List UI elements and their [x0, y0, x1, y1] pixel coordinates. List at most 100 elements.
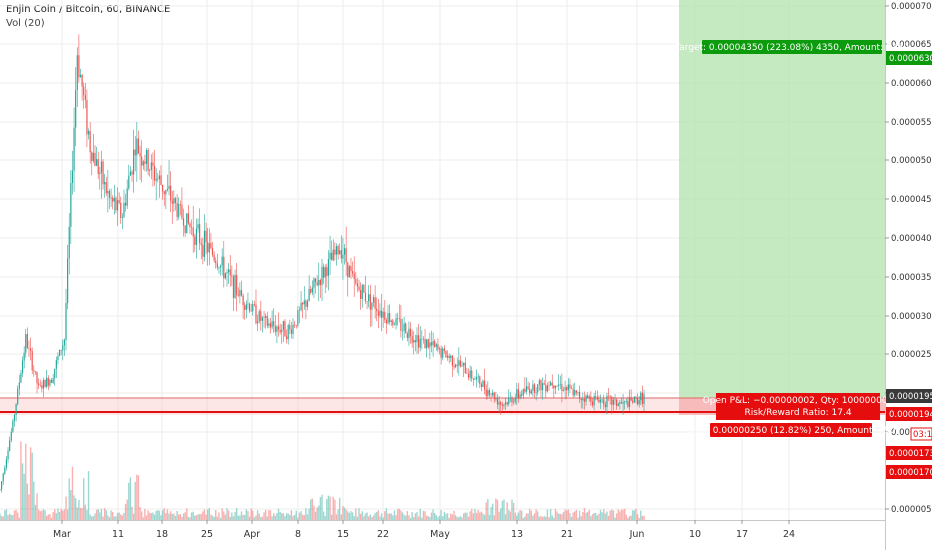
volume-bar	[506, 502, 508, 520]
candle-body	[89, 131, 91, 153]
volume-bar	[120, 514, 122, 520]
volume-bar	[271, 516, 273, 520]
volume-bar	[566, 510, 568, 520]
volume-bar	[244, 514, 246, 520]
volume-bar	[559, 513, 561, 520]
volume-bar	[450, 513, 452, 520]
candle-body	[279, 329, 281, 333]
volume-bar	[129, 477, 132, 520]
candle-body	[124, 202, 127, 206]
volume-bar	[322, 511, 325, 520]
candle-body	[310, 288, 312, 293]
volume-bar	[279, 511, 281, 520]
volume-bar	[189, 517, 191, 520]
candle-body	[97, 159, 99, 174]
volume-bar	[496, 499, 499, 520]
volume-bar	[603, 509, 605, 520]
candle-body	[643, 393, 645, 404]
candle-body	[632, 400, 634, 403]
candle-body	[126, 188, 128, 206]
volume-bar	[239, 515, 241, 520]
candle-body	[265, 316, 267, 318]
volume-bar	[298, 512, 301, 520]
volume-bar	[79, 507, 82, 520]
candle-body	[269, 323, 272, 328]
candle-body	[435, 344, 437, 347]
candle-body	[319, 279, 321, 286]
volume-bar	[376, 511, 378, 520]
volume-bar	[303, 515, 305, 520]
candle-body	[189, 223, 191, 228]
volume-bar	[321, 494, 323, 520]
volume-bar	[118, 512, 120, 520]
volume-bar	[582, 511, 584, 520]
candle-body	[574, 390, 576, 396]
candle-body	[182, 218, 185, 226]
volume-bar	[633, 510, 636, 520]
volume-bar	[206, 509, 209, 520]
candle-body	[397, 318, 399, 320]
candle-body	[266, 316, 268, 326]
candle-body	[170, 185, 172, 201]
volume-bar	[203, 509, 206, 520]
candle-body	[29, 348, 32, 352]
volume-bar	[453, 510, 455, 520]
candle-body	[1, 481, 3, 490]
candle-body	[28, 348, 30, 349]
volume-bar	[78, 499, 80, 520]
volume-bar	[437, 517, 439, 520]
candle-body	[137, 138, 140, 154]
candles	[0, 34, 645, 493]
volume-bar	[227, 510, 230, 520]
candle-body	[318, 279, 320, 286]
volume-bar	[45, 515, 48, 520]
volume-bar	[580, 516, 582, 520]
candle-body	[519, 394, 521, 398]
volume-bar	[493, 515, 495, 520]
volume-bar	[313, 505, 315, 520]
volume-bar	[2, 516, 4, 520]
stop-price-tag-bg	[886, 465, 932, 479]
candle-body	[512, 401, 515, 403]
volume-bar	[105, 510, 107, 520]
volume-bar	[145, 515, 148, 520]
volume-bar	[108, 517, 111, 520]
candle-body	[611, 396, 613, 405]
candle-body	[427, 339, 429, 348]
volume-bar	[500, 508, 502, 520]
volume-bar	[107, 515, 109, 520]
volume-bar	[519, 510, 521, 520]
volume-bar	[619, 511, 621, 520]
symbol-legend[interactable]: Enjin Coin / Bitcoin, 60, BINANCE	[6, 4, 171, 15]
volume-bar	[369, 514, 371, 520]
volume-bar	[252, 510, 254, 520]
candle-body	[614, 399, 616, 401]
candle-body	[65, 302, 67, 340]
candle-body	[413, 340, 415, 343]
volume-legend[interactable]: Vol (20)	[6, 18, 45, 29]
volume-bar	[591, 514, 594, 520]
pnl-box	[716, 393, 880, 420]
candle-body	[442, 348, 444, 358]
volume-bar	[512, 502, 515, 520]
candle-body	[171, 200, 173, 204]
volume-bar	[50, 517, 53, 520]
volume-bar	[414, 513, 417, 520]
volume-bar	[179, 513, 182, 520]
candle-body	[313, 278, 315, 288]
candle-body	[500, 402, 502, 405]
volume-bar	[345, 509, 347, 520]
volume-bar	[525, 513, 528, 520]
volume-bar	[599, 509, 602, 520]
volume-bar	[184, 512, 186, 520]
candle-body	[2, 473, 4, 482]
volume-bar	[7, 515, 9, 520]
candle-body	[96, 159, 98, 166]
candle-body	[603, 399, 605, 405]
candle-body	[284, 321, 286, 337]
volume-bar	[351, 512, 354, 520]
candle-body	[342, 254, 344, 259]
volume-bar	[174, 515, 177, 520]
target-zone[interactable]	[679, 0, 885, 398]
